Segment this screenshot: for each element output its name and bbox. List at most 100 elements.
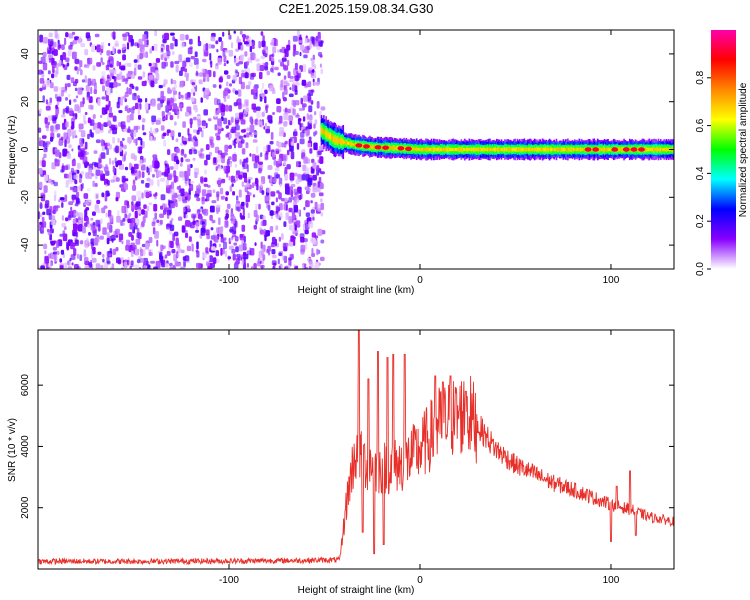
heatmap-noise-cell [82,97,85,105]
heatmap-band-cell [560,148,562,151]
heatmap-noise-cell [152,136,156,141]
heatmap-noise-cell [282,91,285,99]
heatmap-noise-cell [39,108,42,114]
heatmap-noise-cell [204,229,210,236]
heatmap-band-cell [343,141,346,144]
heatmap-noise-cell [206,193,212,197]
heatmap-noise-cell [64,83,68,91]
heatmap-noise-cell [151,62,155,67]
heatmap-noise-cell [77,38,83,43]
heatmap-noise-cell [134,210,138,219]
heatmap-noise-cell [175,106,179,114]
heatmap-noise-cell [44,117,48,124]
heatmap-noise-cell [271,55,275,62]
heatmap-noise-cell [138,170,141,178]
heatmap-band-cell [524,147,527,151]
heatmap-noise-cell [282,97,287,102]
heatmap-noise-cell [293,264,296,268]
heatmap-band-cell [438,147,441,152]
heatmap-noise-cell [170,203,176,209]
heatmap-noise-cell [88,262,92,268]
heatmap-noise-cell [161,47,164,52]
heatmap-band-cell [392,146,395,150]
heatmap-noise-cell [308,67,313,71]
heatmap-noise-cell [108,215,113,219]
heatmap-noise-cell [103,122,108,127]
heatmap-noise-cell [283,160,287,166]
heatmap-noise-cell [319,156,324,164]
heatmap-noise-cell [247,268,249,269]
heatmap-band-cell [476,148,479,151]
heatmap-noise-cell [258,167,262,174]
heatmap-noise-cell [248,36,252,41]
heatmap-noise-cell [259,96,263,102]
heatmap-band-cell [324,130,326,135]
heatmap-noise-cell [120,121,126,130]
heatmap-band-cell [339,138,341,144]
heatmap-noise-cell [265,230,270,237]
heatmap-hotspot [622,147,630,152]
heatmap-noise-cell [126,73,131,78]
heatmap-noise-cell [184,111,189,117]
heatmap-noise-cell [182,121,186,128]
heatmap-noise-cell [115,228,120,236]
heatmap-noise-cell [266,187,272,193]
heatmap-noise-cell [133,127,136,131]
heatmap-noise-cell [53,86,59,92]
heatmap-noise-cell [84,265,90,269]
heatmap-noise-cell [187,193,190,202]
heatmap-noise-cell [238,112,244,119]
heatmap-noise-cell [182,60,187,68]
heatmap-noise-cell [174,121,177,126]
heatmap-noise-cell [223,98,227,102]
heatmap-noise-cell [226,60,229,64]
heatmap-noise-cell [283,65,289,71]
heatmap-noise-cell [234,90,239,95]
heatmap-hotspot [611,147,619,152]
heatmap-noise-cell [164,57,168,62]
heatmap-noise-cell [195,213,200,219]
heatmap-noise-cell [303,238,308,243]
heatmap-noise-cell [86,95,91,101]
heatmap-noise-cell [251,125,254,132]
heatmap-noise-cell [241,224,246,232]
heatmap-noise-cell [240,44,244,51]
heatmap-noise-cell [90,238,95,245]
heatmap-noise-cell [304,243,308,250]
snr-series-line [38,330,674,566]
heatmap-band-cell [437,148,440,151]
heatmap-noise-cell [131,208,134,213]
heatmap-noise-cell [38,127,42,133]
heatmap-band-cell [663,148,665,151]
heatmap-noise-cell [260,88,263,94]
heatmap-noise-cell [320,106,326,111]
heatmap-noise-cell [139,146,142,153]
heatmap-noise-cell [165,160,169,164]
heatmap-noise-cell [306,113,309,120]
heatmap-noise-cell [154,160,159,169]
heatmap-noise-cell [133,129,137,137]
heatmap-band-cell [320,128,323,133]
heatmap-noise-cell [304,219,308,225]
heatmap-noise-cell [223,62,227,67]
heatmap-noise-cell [126,128,131,133]
heatmap-noise-cell [112,248,117,255]
heatmap-band-cell [544,148,546,151]
heatmap-noise-cell [155,70,159,76]
heatmap-band-cell [328,133,331,139]
heatmap-noise-cell [292,77,296,86]
heatmap-noise-cell [94,33,100,38]
heatmap-noise-cell [73,98,77,103]
heatmap-noise-cell [271,53,275,58]
heatmap-noise-cell [58,59,62,65]
heatmap-band-cell [333,136,335,142]
heatmap-noise-cell [234,261,240,265]
heatmap-noise-cell [283,121,288,127]
heatmap-band-cell [443,147,445,152]
heatmap-noise-cell [124,213,127,219]
heatmap-band-cell [450,148,452,151]
heatmap-noise-cell [306,128,310,136]
heatmap-band-cell [412,147,414,151]
heatmap-noise-cell [48,115,53,121]
heatmap-noise-cell [53,205,59,212]
